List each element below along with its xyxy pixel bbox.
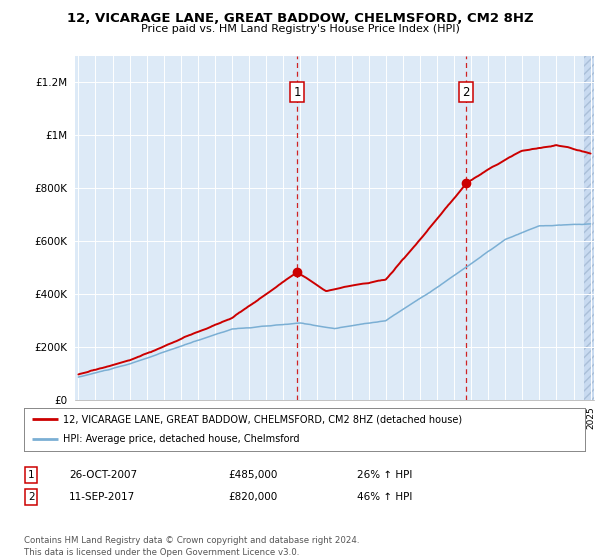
- Text: 12, VICARAGE LANE, GREAT BADDOW, CHELMSFORD, CM2 8HZ (detached house): 12, VICARAGE LANE, GREAT BADDOW, CHELMSF…: [63, 414, 463, 424]
- Text: 1: 1: [293, 86, 301, 99]
- Bar: [584, 56, 599, 400]
- Text: 12, VICARAGE LANE, GREAT BADDOW, CHELMSFORD, CM2 8HZ: 12, VICARAGE LANE, GREAT BADDOW, CHELMSF…: [67, 12, 533, 25]
- Text: Contains HM Land Registry data © Crown copyright and database right 2024.
This d: Contains HM Land Registry data © Crown c…: [24, 536, 359, 557]
- Text: 1: 1: [28, 470, 35, 480]
- Text: £485,000: £485,000: [228, 470, 277, 480]
- Text: Price paid vs. HM Land Registry's House Price Index (HPI): Price paid vs. HM Land Registry's House …: [140, 24, 460, 34]
- Bar: [584, 56, 599, 400]
- Text: 11-SEP-2017: 11-SEP-2017: [69, 492, 135, 502]
- Text: 2: 2: [28, 492, 35, 502]
- Text: 2: 2: [462, 86, 470, 99]
- Text: 46% ↑ HPI: 46% ↑ HPI: [357, 492, 412, 502]
- Text: 26-OCT-2007: 26-OCT-2007: [69, 470, 137, 480]
- Text: £820,000: £820,000: [228, 492, 277, 502]
- Text: 26% ↑ HPI: 26% ↑ HPI: [357, 470, 412, 480]
- Text: HPI: Average price, detached house, Chelmsford: HPI: Average price, detached house, Chel…: [63, 434, 300, 444]
